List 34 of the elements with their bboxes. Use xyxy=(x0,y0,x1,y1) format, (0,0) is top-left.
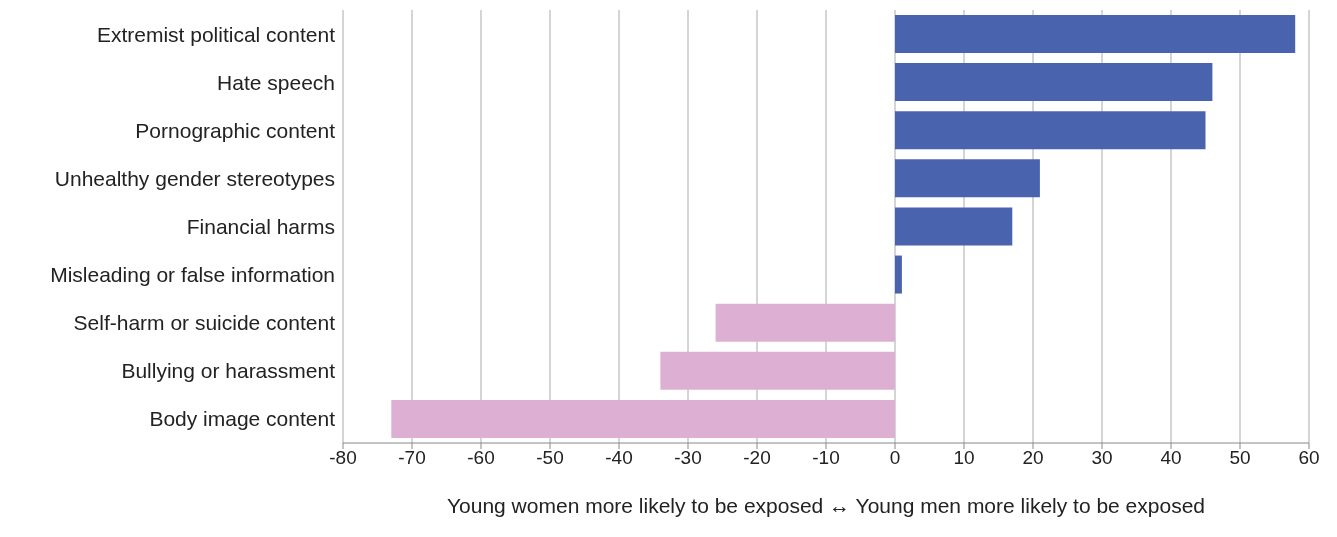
x-tick-label: -40 xyxy=(605,447,633,469)
y-tick-label: Self-harm or suicide content xyxy=(73,311,336,335)
x-tick-label: 30 xyxy=(1091,447,1113,469)
x-tick-label: -10 xyxy=(812,447,840,469)
x-tick-label: 40 xyxy=(1160,447,1182,469)
bar xyxy=(895,111,1206,150)
y-tick-label: Extremist political content xyxy=(96,22,336,46)
y-tick-label: Misleading or false information xyxy=(50,263,335,287)
bar xyxy=(715,303,895,342)
x-tick-label: 20 xyxy=(1022,447,1044,469)
y-tick-label: Body image content xyxy=(149,407,336,431)
x-tick-label: 0 xyxy=(889,447,901,469)
bar xyxy=(660,351,895,390)
y-tick-label: Hate speech xyxy=(217,70,335,94)
x-tick-label: 10 xyxy=(953,447,975,469)
bar xyxy=(895,63,1213,102)
y-tick-label: Unhealthy gender stereotypes xyxy=(54,166,335,190)
y-tick-label: Pornographic content xyxy=(135,118,336,142)
y-tick-label: Financial harms xyxy=(186,214,335,238)
bar xyxy=(895,255,902,294)
x-tick-label: 60 xyxy=(1298,447,1320,469)
x-tick-label: -80 xyxy=(329,447,357,469)
x-tick-label: -70 xyxy=(398,447,426,469)
bar xyxy=(391,399,895,438)
x-tick-label: -60 xyxy=(467,447,495,469)
bar xyxy=(895,15,1296,53)
y-tick-label: Bullying or harassment xyxy=(121,359,336,383)
x-tick-label: -30 xyxy=(674,447,702,469)
x-tick-label: 50 xyxy=(1229,447,1251,469)
x-tick-label: -20 xyxy=(743,447,771,469)
bar xyxy=(895,207,1013,246)
x-tick-label: -50 xyxy=(536,447,564,469)
x-axis-title: Young women more likely to be exposed ↔ Young men more likely to be exposed xyxy=(446,494,1206,517)
bar xyxy=(895,159,1040,198)
